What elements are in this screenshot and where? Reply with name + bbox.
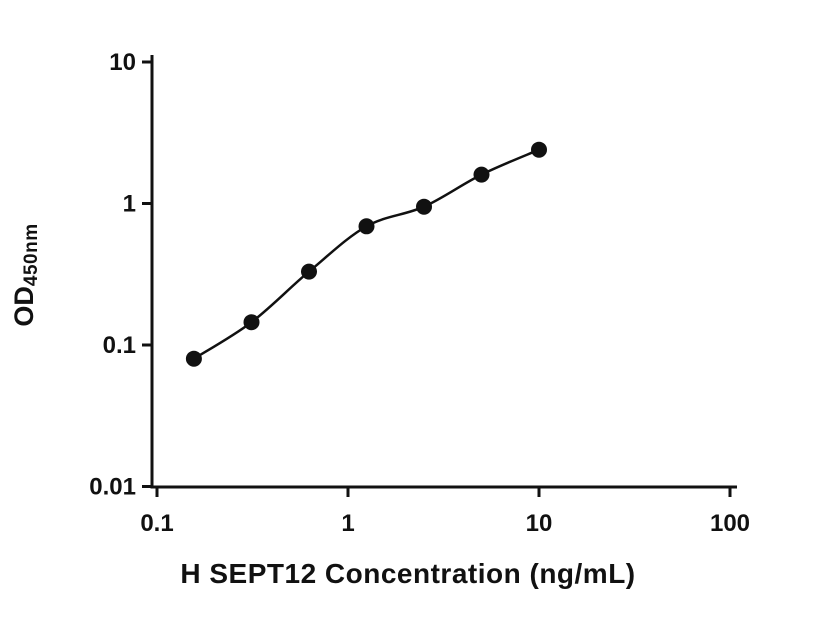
y-tick-label: 0.01	[89, 474, 136, 501]
data-point	[416, 198, 432, 215]
y-axis-title-main: OD	[9, 286, 39, 327]
y-axis-title-subscript: 450nm	[21, 223, 42, 287]
data-point	[185, 350, 202, 367]
x-tick-label: 100	[710, 510, 750, 537]
y-tick-label: 0.1	[103, 332, 136, 359]
data-point	[243, 314, 260, 331]
x-tick-label: 10	[526, 510, 553, 537]
data-point	[531, 141, 547, 158]
data-point	[473, 166, 490, 183]
x-tick-label: 1	[341, 510, 354, 537]
x-tick-label: 0.1	[140, 510, 173, 537]
y-tick-label: 1	[123, 191, 136, 218]
data-point	[358, 218, 375, 235]
data-point	[301, 263, 317, 280]
y-axis-title: OD450nm	[9, 165, 43, 385]
x-axis-title: H SEPT12 Concentration (ng/mL)	[180, 558, 636, 589]
y-tick-label: 10	[109, 49, 136, 76]
